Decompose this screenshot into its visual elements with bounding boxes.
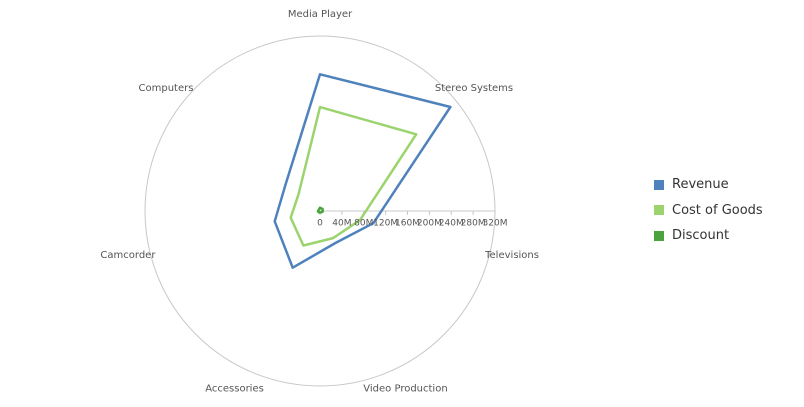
legend-swatch	[654, 230, 664, 241]
tick-label-240m: 240M	[439, 219, 464, 229]
tick-label-320m: 320M	[483, 219, 508, 229]
legend-label: Revenue	[672, 177, 729, 193]
category-label-video-production: Video Production	[363, 383, 447, 394]
tick-label-80m: 80M	[354, 219, 373, 229]
legend-item-cost-of-goods[interactable]: Cost of Goods	[654, 198, 763, 224]
category-label-stereo-systems: Stereo Systems	[435, 83, 513, 94]
tick-label-200m: 200M	[417, 219, 442, 229]
tick-label-120m: 120M	[373, 219, 398, 229]
legend-swatch	[654, 179, 664, 190]
series-layer	[273, 73, 452, 269]
tick-label-280m: 280M	[461, 219, 486, 229]
category-labels: Media Player Stereo Systems Televisions Vid…	[100, 9, 539, 394]
tick-label-160m: 160M	[395, 219, 420, 229]
category-label-televisions: Televisions	[484, 250, 539, 261]
category-label-computers: Computers	[139, 83, 194, 94]
series-cost-of-goods-line[interactable]	[289, 105, 418, 247]
legend-swatch	[654, 205, 664, 216]
tick-label-40m: 40M	[332, 219, 351, 229]
legend: Revenue Cost of Goods Discount	[654, 172, 763, 249]
legend-label: Discount	[672, 228, 730, 244]
legend-label: Cost of Goods	[672, 202, 763, 218]
category-label-media-player: Media Player	[288, 9, 353, 20]
tick-label-0: 0	[317, 219, 323, 229]
category-label-accessories: Accessories	[205, 383, 264, 394]
series-discount-line[interactable]	[316, 206, 324, 214]
series-revenue-line[interactable]	[273, 73, 452, 269]
legend-item-discount[interactable]: Discount	[654, 223, 763, 249]
legend-item-revenue[interactable]: Revenue	[654, 172, 763, 198]
category-label-camcorder: Camcorder	[100, 250, 156, 261]
